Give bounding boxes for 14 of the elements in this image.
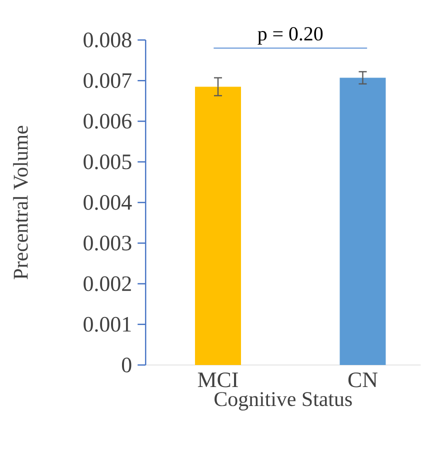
annotation: p = 0.20 [258, 27, 323, 45]
y-tick-label: 0.006 [84, 114, 132, 129]
y-axis-title: Precentral Volume [13, 126, 28, 280]
y-tick-label: 0.003 [84, 236, 132, 251]
y-tick-label: 0.001 [84, 316, 131, 332]
y-tick-label: 0.004 [84, 195, 132, 210]
y-tick-label: 0.007 [84, 73, 132, 88]
y-tick-label: 0.002 [84, 276, 131, 292]
y-tick-label: 0.005 [84, 154, 132, 170]
x-axis-title: Cognitive Status [214, 392, 352, 410]
x-tick-label: CN [348, 372, 378, 388]
x-tick-label: MCI [198, 372, 238, 388]
y-tick-label: 0.008 [84, 32, 132, 48]
y-tick-label: 0 [122, 358, 132, 372]
